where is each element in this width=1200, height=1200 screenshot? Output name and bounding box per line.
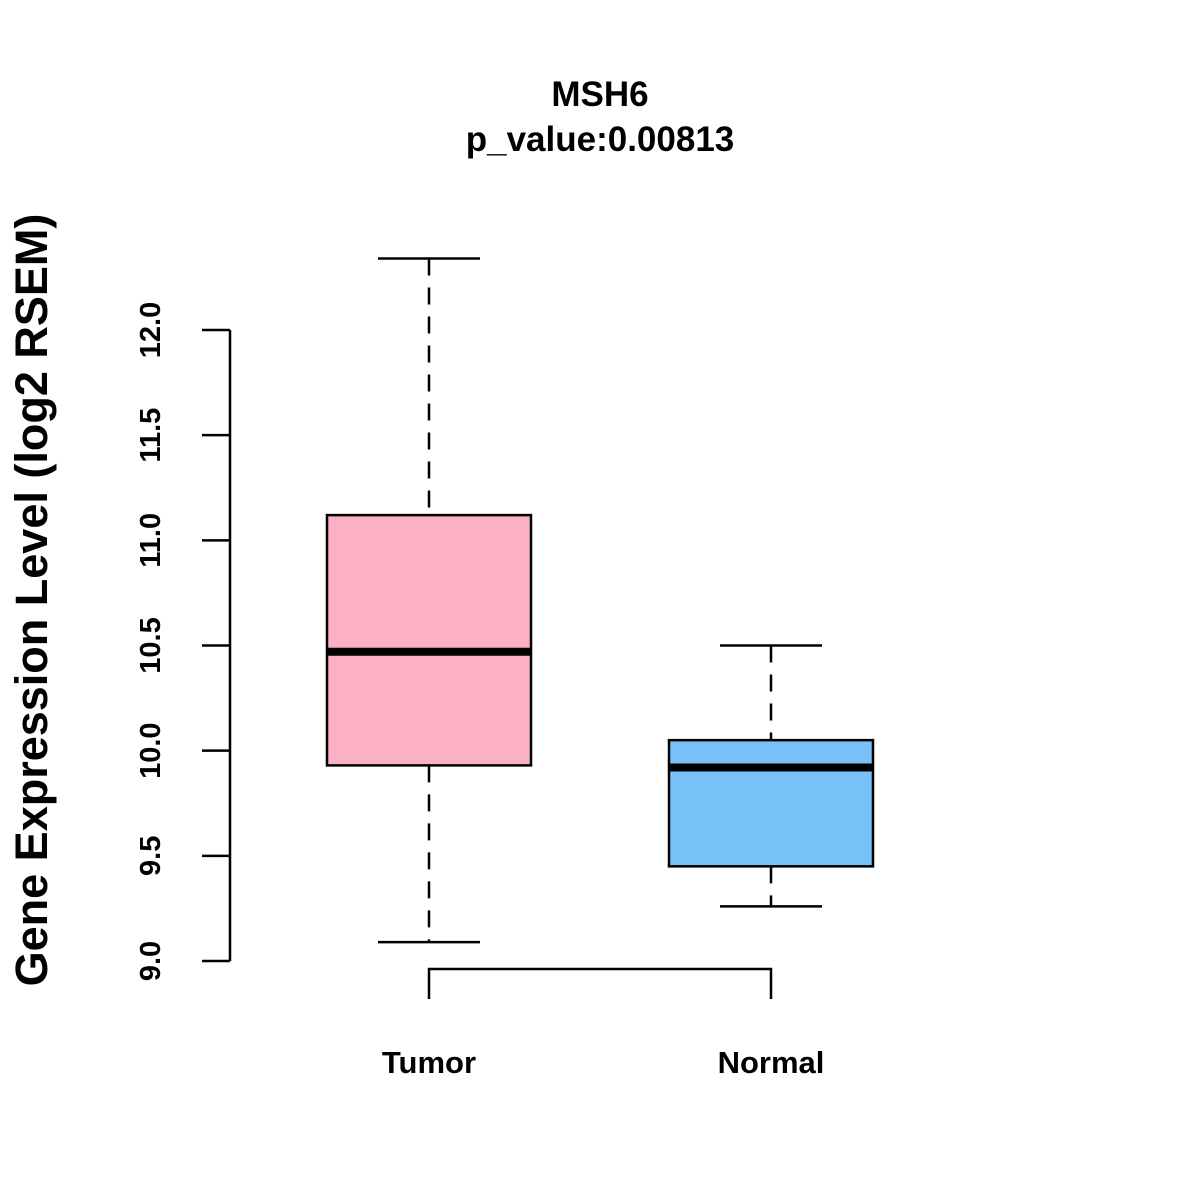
y-axis: 9.0 9.5 10.0 10.5 11.0 11.5 12.0	[135, 302, 232, 981]
chart-subtitle: p_value:0.00813	[466, 120, 735, 159]
y-tick-label: 12.0	[135, 302, 167, 358]
x-category-label: Tumor	[382, 1045, 476, 1080]
y-tick-label: 9.0	[135, 941, 167, 981]
y-tick-label: 10.0	[135, 722, 167, 778]
iqr-box	[667, 738, 875, 868]
box-normal	[667, 644, 875, 908]
iqr-box	[325, 513, 533, 767]
x-category-label: Normal	[718, 1045, 825, 1080]
box-tumor	[325, 257, 533, 944]
y-tick-label: 11.5	[135, 408, 167, 463]
comparison-bracket-group	[427, 967, 773, 999]
boxes-group	[325, 257, 875, 944]
x-axis-labels: Tumor Normal	[382, 1045, 824, 1080]
comparison-bracket	[427, 967, 773, 999]
y-tick-label: 9.5	[135, 836, 167, 876]
y-axis-label: Gene Expression Level (log2 RSEM)	[6, 214, 57, 987]
y-tick-label: 10.5	[135, 617, 167, 673]
chart-title: MSH6	[551, 75, 648, 114]
y-tick-label: 11.0	[135, 513, 167, 568]
